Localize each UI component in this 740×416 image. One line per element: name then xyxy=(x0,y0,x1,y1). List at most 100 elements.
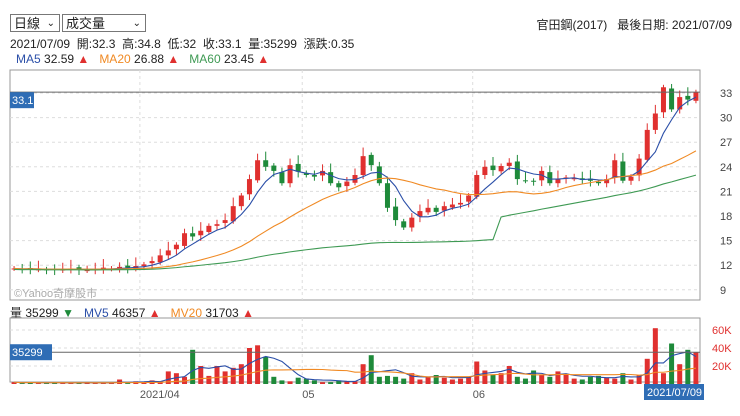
volume-bar xyxy=(246,348,252,384)
vol-label: 量 xyxy=(10,306,23,320)
candle-body xyxy=(417,211,423,217)
watermark: ©Yahoo奇摩股市 xyxy=(14,286,97,300)
candle-body xyxy=(100,267,106,269)
candle-body xyxy=(149,261,155,264)
volume-bar xyxy=(68,383,74,384)
candle-body xyxy=(628,176,634,181)
price-tick-label: 15 xyxy=(720,236,732,248)
period-select[interactable]: 日線 ⌄ xyxy=(10,14,60,32)
volume-bar xyxy=(441,377,447,384)
volume-bar xyxy=(628,379,634,384)
candle-body xyxy=(384,183,390,208)
volume-legend: 量 35299 ▼ MV5 46357 ▲ MV20 31703 ▲ xyxy=(10,304,254,321)
mv5-line xyxy=(14,351,697,384)
volume-bar xyxy=(384,375,390,384)
candle-body xyxy=(117,266,123,269)
last-date: 最後日期: 2021/07/09 xyxy=(617,18,732,32)
info-high: 高:34.8 xyxy=(122,37,161,51)
info-open: 開:32.3 xyxy=(76,37,116,51)
volume-bar xyxy=(238,364,244,384)
info-low: 低:32 xyxy=(167,37,197,51)
candle-body xyxy=(173,244,179,250)
candle-body xyxy=(506,162,512,166)
candle-body xyxy=(409,217,415,228)
candle-body xyxy=(441,206,447,211)
up-arrow-icon: ▲ xyxy=(148,306,161,320)
volume-bar xyxy=(352,381,358,384)
last-price-label: 33.1 xyxy=(12,95,33,107)
candle-body xyxy=(425,207,431,213)
candle-body xyxy=(636,158,642,176)
candle-body xyxy=(214,224,220,226)
volume-bar xyxy=(425,376,431,384)
info-close: 收:33.1 xyxy=(202,37,242,51)
candle-body xyxy=(531,180,537,182)
volume-bar xyxy=(368,355,374,384)
indicator-select[interactable]: 成交量 ⌄ xyxy=(62,14,146,32)
candle-body xyxy=(246,179,252,195)
volume-bar xyxy=(693,352,699,384)
price-tick-label: 12 xyxy=(720,260,732,272)
info-volume: 量:35299 xyxy=(248,37,297,51)
ma60-label: MA60 xyxy=(189,52,221,66)
volume-bar xyxy=(295,377,301,384)
volume-bar xyxy=(417,379,423,384)
ma5-line xyxy=(14,96,697,270)
candle-body xyxy=(352,175,358,183)
volume-bar xyxy=(579,379,585,384)
candle-body xyxy=(612,160,618,178)
candle-body xyxy=(693,92,699,101)
volume-bar xyxy=(482,370,488,384)
candle-body xyxy=(230,206,236,222)
candle-body xyxy=(522,180,528,182)
volume-bar xyxy=(92,383,98,384)
mv5-value: 46357 xyxy=(112,306,146,320)
mv20-line xyxy=(14,367,697,384)
volume-bar xyxy=(376,376,382,384)
volume-bar xyxy=(571,378,577,384)
candle-body xyxy=(328,172,334,184)
volume-bar xyxy=(401,378,407,384)
volume-bar xyxy=(125,383,131,384)
volume-bar xyxy=(555,371,561,384)
ma20-value: 26.88 xyxy=(134,52,165,66)
volume-bar xyxy=(198,366,204,384)
candle-body xyxy=(620,161,626,181)
mv20-label: MV20 xyxy=(170,306,202,320)
candle-body xyxy=(393,206,399,221)
volume-bar xyxy=(287,381,293,384)
volume-bar xyxy=(596,375,602,384)
volume-bar xyxy=(506,366,512,384)
candle-body xyxy=(190,233,196,237)
candle-body xyxy=(360,156,366,175)
info-change: 漲跌:0.35 xyxy=(303,37,355,51)
volume-bar xyxy=(271,376,277,384)
candle-body xyxy=(652,113,658,130)
ohlc-info: 2021/07/09 開:32.3 高:34.8 低:32 收:33.1 量:3… xyxy=(10,35,354,52)
stock-name: 官田鋼(2017) xyxy=(536,18,608,32)
candle-body xyxy=(279,172,285,184)
candle-body xyxy=(198,230,204,236)
candle-body xyxy=(157,255,163,263)
volume-bar xyxy=(336,380,342,384)
volume-bar xyxy=(490,375,496,384)
volume-bar xyxy=(685,349,691,384)
volume-bar xyxy=(344,381,350,384)
chevron-down-icon: ⌄ xyxy=(132,18,141,29)
price-tick-label: 27 xyxy=(720,137,732,149)
candle-body xyxy=(206,225,212,232)
last-price-badge xyxy=(10,92,34,109)
volume-bar xyxy=(44,383,50,384)
candle-body xyxy=(295,163,301,172)
volume-tick-label: 20K xyxy=(712,361,732,373)
candle-body xyxy=(669,88,675,110)
volume-bar xyxy=(669,343,675,384)
volume-bar xyxy=(173,373,179,384)
ma60-value: 23.45 xyxy=(224,52,255,66)
volume-bar xyxy=(190,349,196,384)
candle-body xyxy=(238,195,244,207)
candle-body xyxy=(514,161,520,180)
period-value: 日線 xyxy=(14,16,41,31)
volume-bar xyxy=(255,345,261,384)
